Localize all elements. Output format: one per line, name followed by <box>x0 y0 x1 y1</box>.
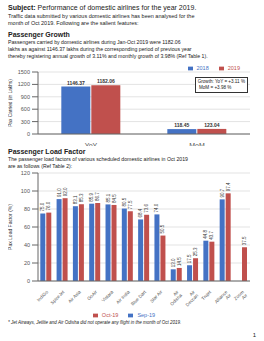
svg-text:120: 120 <box>21 170 30 176</box>
html-text:Traffic data submitted by vari: Traffic data submitted by various domest… <box>8 13 195 27</box>
svg-text:74.0: 74.0 <box>154 204 159 213</box>
svg-text:1200: 1200 <box>18 81 30 87</box>
html-text:2018: 2018 <box>196 64 209 71</box>
svg-text:Trujet: Trujet <box>200 289 212 301</box>
svg-text:SpiceJet: SpiceJet <box>49 289 66 306</box>
svg-text:84.5: 84.5 <box>112 194 117 203</box>
svg-text:123.04: 123.04 <box>204 122 220 128</box>
svg-text:20: 20 <box>24 260 30 266</box>
svg-text:1146.37: 1146.37 <box>67 79 85 85</box>
svg-text:0: 0 <box>27 131 30 137</box>
svg-text:Star Air: Star Air <box>149 290 164 305</box>
svg-text:85.9: 85.9 <box>89 193 94 202</box>
svg-text:100: 100 <box>21 188 30 194</box>
svg-text:IndiGo: IndiGo <box>36 290 49 303</box>
svg-text:85.1: 85.1 <box>106 194 111 203</box>
svg-text:GoAir: GoAir <box>86 290 98 302</box>
svg-text:0: 0 <box>27 278 30 284</box>
svg-text:17.5: 17.5 <box>187 254 192 263</box>
svg-text:Pax Carried (in Lakhs): Pax Carried (in Lakhs) <box>8 79 13 127</box>
svg-text:300: 300 <box>21 118 30 124</box>
html-text:Oct-19: Oct-19 <box>101 312 119 319</box>
svg-text:Pax Load Factor (%): Pax Load Factor (%) <box>8 204 13 250</box>
html-text:The passenger load factors of: The passenger load factors of various sc… <box>8 155 188 169</box>
svg-text:1500: 1500 <box>18 69 30 75</box>
svg-text:76.0: 76.0 <box>46 202 51 211</box>
svg-text:73.6: 73.6 <box>144 204 149 213</box>
html-text:Passengers carried by domestic: Passengers carried by domestic airlines … <box>8 39 208 59</box>
svg-text:118.45: 118.45 <box>174 122 189 128</box>
svg-text:80.5: 80.5 <box>122 198 127 207</box>
svg-text:MoM: MoM <box>189 142 205 146</box>
svg-text:80: 80 <box>24 206 30 212</box>
svg-text:37.5: 37.5 <box>242 236 247 245</box>
svg-text:44.8: 44.8 <box>203 230 208 239</box>
svg-text:25.3: 25.3 <box>193 247 198 256</box>
svg-text:91.0: 91.0 <box>57 188 62 197</box>
svg-text:13.0: 13.0 <box>171 258 176 267</box>
svg-text:YoY: YoY <box>85 142 98 146</box>
svg-text:68.4: 68.4 <box>138 209 143 218</box>
svg-text:90.7: 90.7 <box>220 189 225 198</box>
html-text:1: 1 <box>252 332 256 338</box>
svg-text:Air India: Air India <box>115 290 131 306</box>
svg-text:1182.06: 1182.06 <box>97 78 115 84</box>
html-text:Passenger Load Factor: Passenger Load Factor <box>8 147 86 155</box>
svg-text:14.5: 14.5 <box>177 257 182 266</box>
svg-text:900: 900 <box>21 94 30 100</box>
svg-text:AirOdisha: AirOdisha <box>166 290 184 308</box>
html-text:Sep-19: Sep-19 <box>137 312 156 319</box>
svg-text:86.7: 86.7 <box>95 192 100 201</box>
html-text:Growth: YoY = +3.11 % MoM = +3: Growth: YoY = +3.11 % MoM = +3.98 % <box>197 78 245 90</box>
svg-text:AllianceAir: AllianceAir <box>214 290 233 309</box>
svg-text:83.1: 83.1 <box>73 195 78 204</box>
svg-text:77.5: 77.5 <box>128 200 133 209</box>
svg-text:Air Asia: Air Asia <box>67 290 82 305</box>
svg-text:60: 60 <box>24 224 30 230</box>
svg-text:Vistara: Vistara <box>101 290 115 304</box>
html-text:2019: 2019 <box>227 64 240 71</box>
html-text:* Jet Airways, Jetlite and Air: * Jet Airways, Jetlite and Air Odisha di… <box>8 320 182 326</box>
svg-text:AirDeccan: AirDeccan <box>181 290 199 308</box>
svg-text:75.0: 75.0 <box>40 203 45 212</box>
html-text:Subject: Performance of domest: Subject: Performance of domestic airline… <box>8 4 197 11</box>
svg-text:600: 600 <box>21 106 30 112</box>
svg-text:ZoomAir: ZoomAir <box>233 290 249 306</box>
svg-text:97.4: 97.4 <box>226 182 231 191</box>
svg-text:50.5: 50.5 <box>160 225 165 234</box>
svg-text:92.0: 92.0 <box>63 187 68 196</box>
svg-text:Blue Dart: Blue Dart <box>130 289 148 307</box>
html-text:Passenger Growth: Passenger Growth <box>8 31 70 39</box>
svg-text:40: 40 <box>24 242 30 248</box>
svg-text:43.7: 43.7 <box>209 231 214 240</box>
svg-text:85.3: 85.3 <box>79 193 84 202</box>
